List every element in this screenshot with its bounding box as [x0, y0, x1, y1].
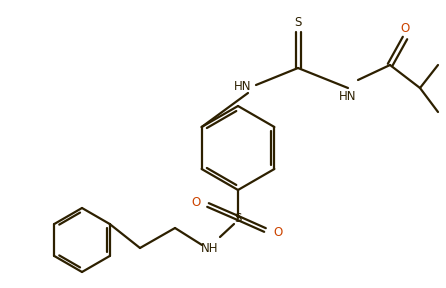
Text: O: O	[273, 226, 283, 240]
Text: HN: HN	[339, 90, 357, 103]
Text: O: O	[191, 196, 201, 209]
Text: HN: HN	[234, 81, 252, 94]
Text: NH: NH	[201, 242, 219, 255]
Text: O: O	[401, 22, 409, 35]
Text: S: S	[294, 16, 301, 29]
Text: S: S	[234, 211, 242, 225]
